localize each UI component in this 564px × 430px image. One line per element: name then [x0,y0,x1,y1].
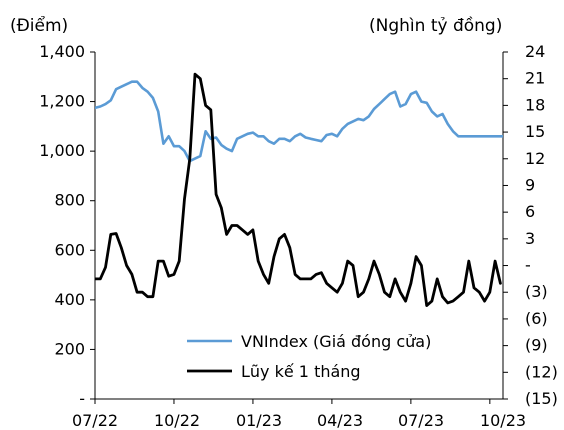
x-tick-label: 10/23 [480,411,526,430]
left-tick-label: 800 [54,191,85,210]
left-tick-label: 1,000 [39,141,85,160]
x-tick-label: 07/23 [398,411,444,430]
left-axis-title: (Điểm) [10,15,68,36]
left-tick-label: 600 [54,240,85,259]
x-tick-label: 04/23 [317,411,363,430]
right-tick-label: (6) [525,309,548,328]
right-tick-label: 24 [525,42,545,61]
x-tick-label: 10/22 [154,411,200,430]
right-tick-label: 6 [525,202,535,221]
legend-label: Lũy kế 1 tháng [241,362,361,381]
right-tick-label: (9) [525,336,548,355]
left-tick-label: 1,400 [39,42,85,61]
series-cumulative-line [95,72,502,308]
right-tick-label: (12) [525,362,558,381]
right-tick-label: (3) [525,282,548,301]
right-tick-label: 21 [525,69,545,88]
left-tick-label: - [79,389,85,408]
plot-area: - 200 400 600 800 1,000 1,200 1,400 24 21 18 15 12 9 6… [39,42,558,430]
right-axis-title: (Nghìn tỷ đồng) [369,15,502,36]
right-tick-label: 18 [525,95,545,114]
right-tick-label: 12 [525,149,545,168]
left-tick-label: 1,200 [39,92,85,111]
right-tick-label: (15) [525,389,558,408]
x-tick-label: 01/23 [236,411,282,430]
left-tick-label: 200 [54,339,85,358]
right-tick-label: - [525,256,531,275]
series-vnindex-line [95,80,503,163]
right-tick-label: 3 [525,229,535,248]
x-tick-label: 07/22 [72,411,118,430]
right-tick-label: 15 [525,122,545,141]
right-tick-label: 9 [525,175,535,194]
left-tick-label: 400 [54,290,85,309]
legend-label: VNIndex (Giá đóng cửa) [241,332,431,351]
